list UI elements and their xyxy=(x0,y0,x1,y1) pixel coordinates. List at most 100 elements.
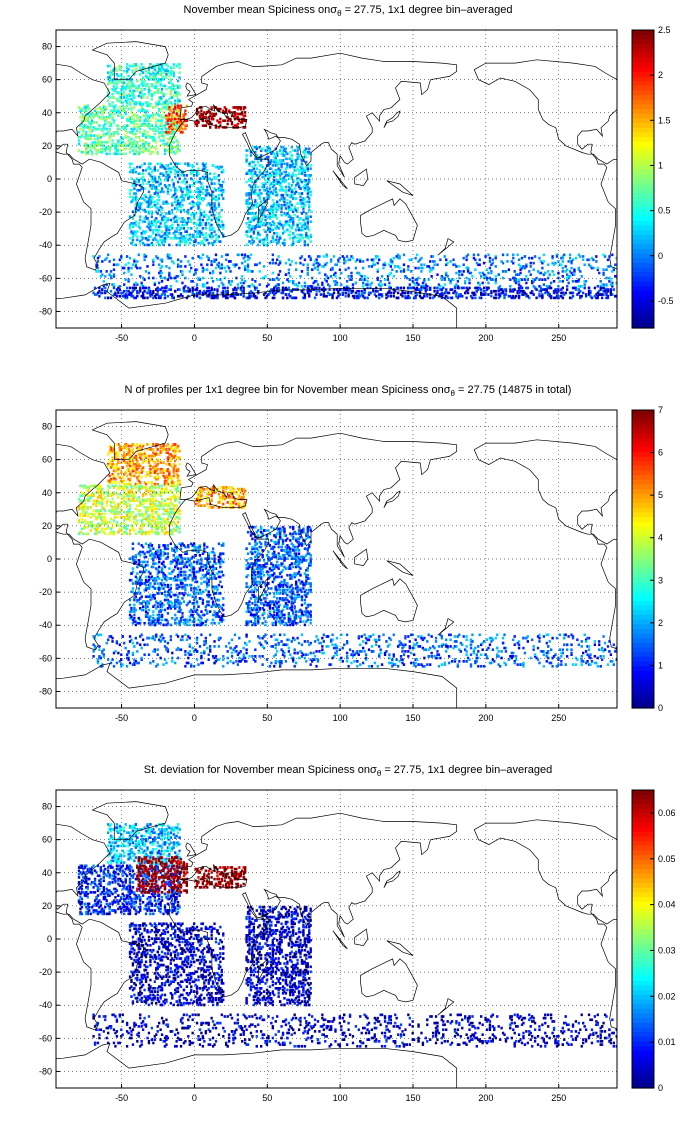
data-cell xyxy=(179,188,183,192)
data-cell xyxy=(408,258,411,262)
data-cell xyxy=(612,268,615,272)
data-cell xyxy=(264,291,267,295)
data-cell xyxy=(354,281,358,285)
data-cell xyxy=(184,126,187,129)
data-cell xyxy=(277,238,280,242)
data-cell xyxy=(130,145,133,149)
data-cell xyxy=(300,164,304,167)
data-cell xyxy=(445,273,448,277)
data-cell xyxy=(93,127,97,131)
data-cell xyxy=(133,180,136,184)
data-cell xyxy=(181,122,184,126)
data-cell xyxy=(445,258,448,262)
data-cell xyxy=(165,107,168,111)
data-cell xyxy=(98,139,101,142)
data-cell xyxy=(222,170,225,174)
data-cell xyxy=(271,185,274,189)
data-cell xyxy=(188,236,191,240)
data-cell xyxy=(466,268,470,272)
data-cell xyxy=(93,293,97,296)
data-cell xyxy=(494,279,497,283)
data-cell xyxy=(232,111,235,114)
data-cell xyxy=(332,291,336,295)
data-cell xyxy=(375,289,378,293)
data-cell xyxy=(147,223,151,227)
data-cell xyxy=(277,278,280,281)
data-cell xyxy=(121,109,124,113)
data-cell xyxy=(302,291,305,295)
data-cell xyxy=(172,220,175,224)
data-cell xyxy=(203,213,206,217)
data-cell xyxy=(268,278,272,281)
data-cell xyxy=(125,66,129,70)
data-cell xyxy=(515,278,518,281)
data-cell xyxy=(376,270,379,273)
data-cell xyxy=(160,286,164,290)
data-cell xyxy=(325,275,328,278)
data-cell xyxy=(191,233,194,237)
data-cell xyxy=(429,266,432,270)
data-cell xyxy=(501,270,505,273)
data-cell xyxy=(260,164,263,167)
data-cell xyxy=(292,162,295,166)
data-cell xyxy=(302,207,305,210)
data-cell xyxy=(214,198,218,202)
data-cell xyxy=(130,293,133,296)
data-cell xyxy=(287,188,291,192)
data-cell xyxy=(169,109,172,113)
data-cell xyxy=(124,263,127,267)
data-cell xyxy=(131,294,135,298)
data-cell xyxy=(187,192,190,195)
data-cell xyxy=(290,193,293,197)
data-cell xyxy=(598,289,601,293)
data-cell xyxy=(306,268,309,272)
data-cell xyxy=(232,294,235,298)
data-cell xyxy=(172,107,175,111)
data-cell xyxy=(214,233,218,237)
data-cell xyxy=(181,172,184,176)
data-cell xyxy=(153,167,156,171)
data-cell xyxy=(299,222,302,225)
data-cell xyxy=(195,286,199,290)
data-cell xyxy=(549,281,553,285)
data-cell xyxy=(372,258,375,262)
data-cell xyxy=(160,71,164,75)
data-cell xyxy=(160,279,164,283)
data-cell xyxy=(404,294,407,298)
data-cell xyxy=(155,86,158,89)
data-cell xyxy=(292,193,295,197)
data-cell xyxy=(195,124,199,128)
data-cell xyxy=(158,99,161,103)
data-cell xyxy=(258,283,261,286)
data-cell xyxy=(150,187,154,190)
data-cell xyxy=(137,205,140,209)
data-cell xyxy=(140,202,143,205)
data-cell xyxy=(274,170,277,174)
data-cell xyxy=(332,273,336,277)
data-cell xyxy=(289,220,292,224)
data-cell xyxy=(131,92,135,96)
data-cell xyxy=(198,197,202,200)
data-cell xyxy=(147,144,151,147)
data-cell xyxy=(130,230,133,233)
data-cell xyxy=(225,291,228,295)
data-cell xyxy=(80,134,84,137)
data-cell xyxy=(174,152,177,156)
data-cell xyxy=(141,296,145,300)
data-cell xyxy=(187,164,190,167)
data-cell xyxy=(449,279,452,283)
data-cell xyxy=(271,213,274,217)
data-cell xyxy=(141,82,145,86)
data-cell xyxy=(216,288,219,291)
data-cell xyxy=(125,94,129,98)
data-cell xyxy=(209,203,212,207)
data-cell xyxy=(363,288,366,291)
data-cell xyxy=(175,162,178,166)
data-cell xyxy=(131,240,135,243)
data-cell xyxy=(305,212,308,215)
data-cell xyxy=(175,112,178,116)
data-cell xyxy=(418,258,422,262)
data-cell xyxy=(130,294,133,298)
data-cell xyxy=(303,294,307,298)
data-cell xyxy=(159,114,162,118)
